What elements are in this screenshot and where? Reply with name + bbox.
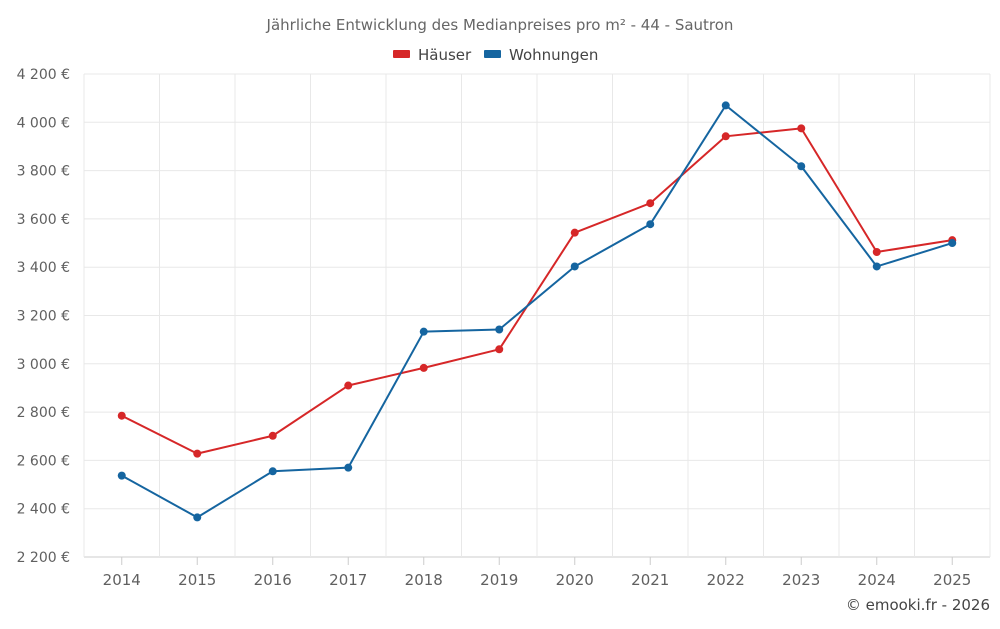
data-point-haeuser-2023[interactable] [797,124,806,133]
data-point-wohnungen-2024[interactable] [872,262,881,271]
data-point-wohnungen-2025[interactable] [948,239,957,248]
data-point-wohnungen-2021[interactable] [646,220,655,229]
y-tick-label: 2 800 € [17,405,70,421]
data-point-wohnungen-2020[interactable] [570,262,579,271]
legend-swatch-haeuser [393,50,410,58]
y-tick-label: 4 000 € [17,115,70,131]
x-tick-label: 2021 [631,571,669,589]
x-tick-label: 2017 [329,571,367,589]
x-tick-label: 2016 [254,571,292,589]
series-line-wohnungen [120,104,954,519]
y-tick-label: 2 400 € [17,502,70,518]
data-point-wohnungen-2018[interactable] [419,327,428,336]
y-tick-label: 3 400 € [17,260,70,276]
data-point-haeuser-2024[interactable] [872,247,881,256]
y-tick-label: 2 200 € [17,550,70,566]
legend-swatch-wohnungen [484,50,501,58]
data-point-wohnungen-2022[interactable] [721,101,730,110]
x-tick-label: 2014 [103,571,141,589]
y-axis: 2 200 € 2 400 € 2 600 € 2 800 € 3 000 € 3 200… [17,67,70,566]
y-tick-label: 4 200 € [17,67,70,83]
series-layer [117,101,957,522]
x-tick-label: 2022 [707,571,745,589]
data-point-haeuser-2018[interactable] [419,363,428,372]
x-tick-label: 2023 [782,571,820,589]
series-haeuser [117,124,957,458]
y-tick-label: 3 800 € [17,164,70,180]
x-tick-label: 2019 [480,571,518,589]
chart-title: Jährliche Entwicklung des Medianpreises … [266,16,734,34]
data-point-haeuser-2017[interactable] [344,381,353,390]
data-point-haeuser-2021[interactable] [646,199,655,208]
data-point-haeuser-2020[interactable] [570,228,579,237]
data-point-haeuser-2014[interactable] [117,411,126,420]
legend-label-wohnungen: Wohnungen [509,46,598,64]
data-point-wohnungen-2023[interactable] [797,162,806,171]
y-tick-label: 3 000 € [17,357,70,373]
x-tick-label: 2015 [178,571,216,589]
data-point-wohnungen-2015[interactable] [193,513,202,522]
x-tick-label: 2020 [556,571,594,589]
data-point-haeuser-2022[interactable] [721,132,730,141]
y-tick-label: 2 600 € [17,453,70,469]
x-tick-label: 2025 [933,571,971,589]
data-point-wohnungen-2016[interactable] [268,467,277,476]
series-line-haeuser [120,127,954,455]
legend-label-haeuser: Häuser [418,46,472,64]
legend-item-wohnungen[interactable]: Wohnungen [484,46,598,64]
x-axis: 2014 2015 2016 2017 2018 2019 2020 2021 2022 2023… [103,557,971,589]
x-tick-label: 2024 [858,571,896,589]
x-tick-label: 2018 [405,571,443,589]
y-tick-label: 3 200 € [17,309,70,325]
series-wohnungen [117,101,957,522]
data-point-haeuser-2015[interactable] [193,449,202,458]
data-point-haeuser-2016[interactable] [268,431,277,440]
legend: Häuser Wohnungen [393,46,598,64]
data-point-haeuser-2019[interactable] [495,345,504,354]
data-point-wohnungen-2014[interactable] [117,471,126,480]
data-point-wohnungen-2019[interactable] [495,325,504,334]
y-tick-label: 3 600 € [17,212,70,228]
credit-text: © emooki.fr - 2026 [846,596,990,614]
grid [83,73,991,558]
data-point-wohnungen-2017[interactable] [344,463,353,472]
legend-item-haeuser[interactable]: Häuser [393,46,472,64]
